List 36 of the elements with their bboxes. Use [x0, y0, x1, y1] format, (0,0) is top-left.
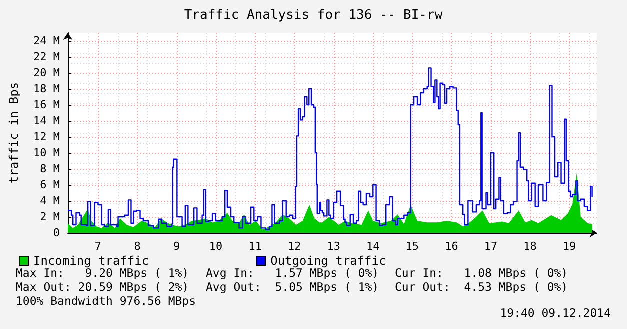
chart-title: Traffic Analysis for 136 -- BI-rw	[184, 8, 443, 23]
x-tick-label: 19	[562, 240, 576, 253]
text: Cur Out: 4.53 MBps ( 0%)	[395, 280, 568, 294]
x-tick-label: 17	[484, 240, 498, 253]
text: Cur In: 1.08 MBps ( 0%)	[395, 266, 568, 280]
y-axis-title: traffic in Bps	[7, 82, 21, 184]
y-tick-label: 18 M	[34, 82, 60, 96]
x-tick-label: 8	[134, 240, 141, 253]
text: Max Out: 20.59 MBps ( 2%)	[16, 280, 190, 294]
text: Avg Out: 5.05 MBps ( 1%)	[206, 280, 380, 294]
y-tick-label: 16 M	[34, 98, 60, 112]
x-tick-label: 18	[524, 240, 537, 253]
x-tick-label: 13	[327, 240, 340, 253]
legend-label: Incoming traffic	[34, 254, 150, 268]
x-tick-label: 11	[248, 240, 262, 253]
text: 19:40 09.12.2014	[500, 306, 611, 320]
x-tick-label: 12	[288, 240, 302, 253]
y-tick-label: 22 M	[34, 50, 60, 64]
y-tick-label: 0	[53, 226, 60, 240]
y-tick-label: 14 M	[34, 114, 60, 128]
y-tick-label: 6 M	[40, 178, 60, 192]
x-tick-label: 15	[406, 240, 420, 253]
x-tick-label: 7	[94, 240, 102, 253]
x-tick-label: 9	[173, 240, 180, 253]
x-tick-label: 10	[209, 240, 223, 253]
y-tick-label: 10 M	[34, 146, 60, 160]
legend-label: Outgoing traffic	[270, 254, 386, 268]
y-tick-label: 20 M	[34, 66, 60, 80]
x-tick-label: 14	[366, 240, 380, 253]
text: 100% Bandwidth 976.56 MBps	[16, 294, 196, 308]
y-tick-label: 2 M	[40, 210, 60, 224]
y-tick-label: 12 M	[34, 130, 60, 144]
y-tick-label: 24 M	[34, 34, 60, 48]
y-tick-label: 4 M	[40, 194, 60, 208]
y-tick-label: 8 M	[40, 162, 60, 176]
x-tick-label: 16	[445, 240, 458, 253]
